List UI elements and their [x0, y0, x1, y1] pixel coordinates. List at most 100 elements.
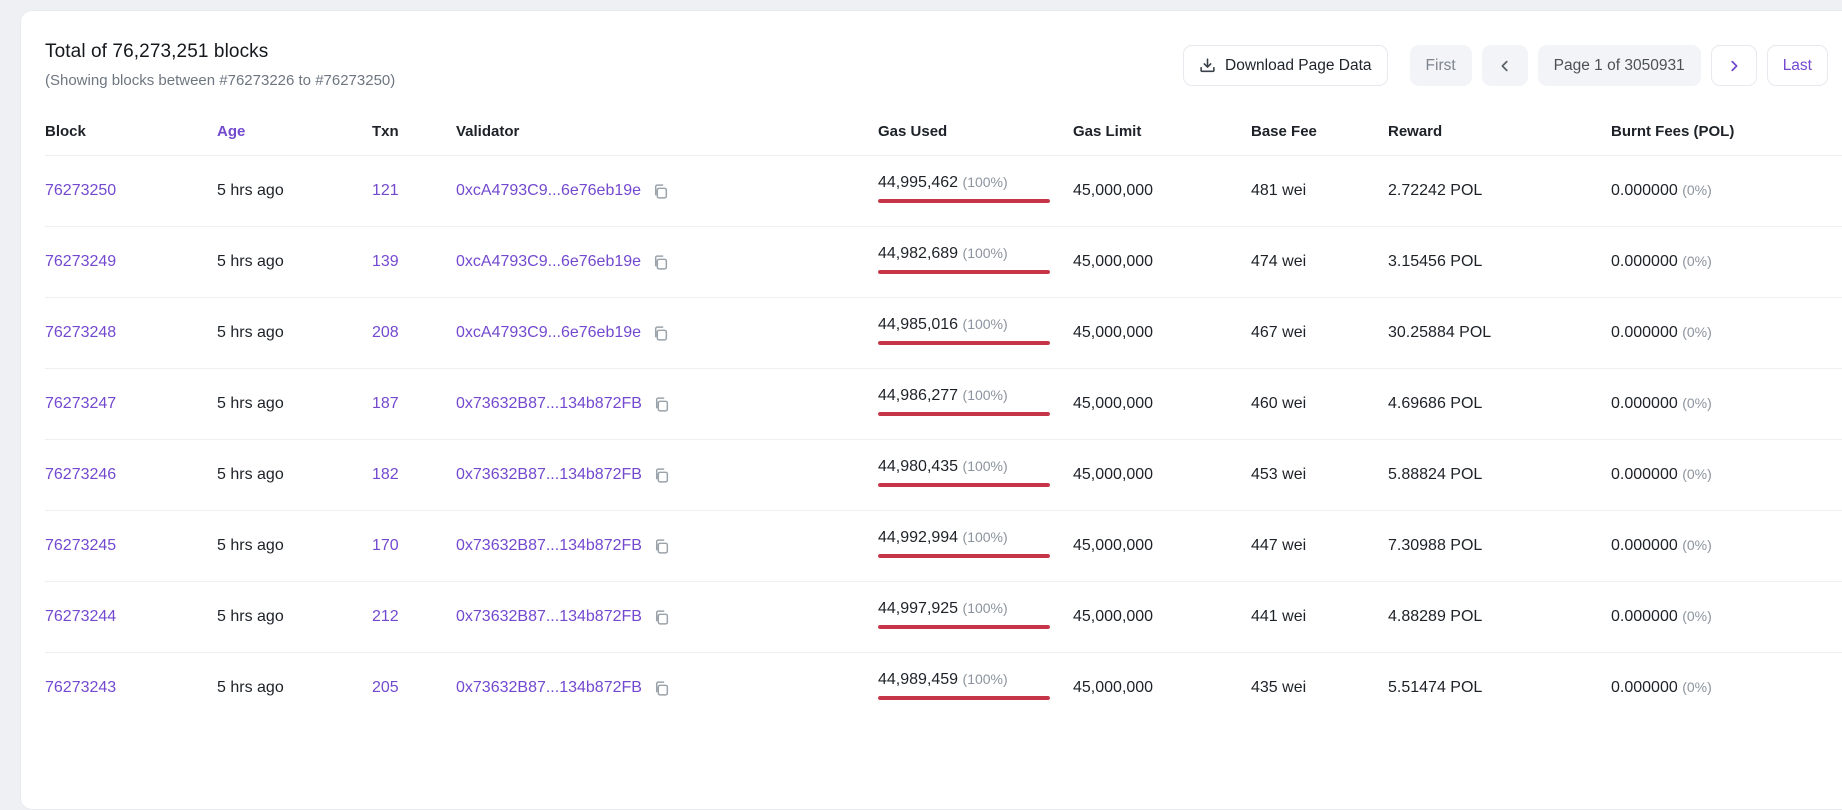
block-number-link[interactable]: 76273247 — [45, 395, 117, 412]
gas-limit-value: 45,000,000 — [1073, 253, 1154, 270]
table-row: 76273250 5 hrs ago 121 0xcA4793C9...6e76… — [45, 155, 1842, 227]
block-age: 5 hrs ago — [217, 537, 284, 554]
table-row: 76273245 5 hrs ago 170 0x73632B87...134b… — [45, 510, 1842, 582]
copy-icon[interactable] — [653, 680, 670, 697]
blocks-table: Block Age Txn Validator Gas Used Gas Lim… — [45, 109, 1842, 724]
previous-page-button[interactable] — [1481, 45, 1528, 86]
gas-used-percent: (100%) — [962, 316, 1008, 332]
base-fee-value: 441 wei — [1251, 608, 1307, 625]
validator-address-link[interactable]: 0x73632B87...134b872FB — [456, 537, 642, 554]
pagination-toolbar: Download Page Data First Page 1 of 30509… — [1183, 45, 1828, 86]
column-header-age[interactable]: Age — [217, 123, 246, 140]
burnt-fees-value: 0.000000 — [1611, 608, 1678, 625]
copy-icon[interactable] — [653, 467, 670, 484]
burnt-fees-percent: (0%) — [1682, 537, 1712, 553]
block-number-link[interactable]: 76273246 — [45, 466, 117, 483]
burnt-fees-percent: (0%) — [1682, 182, 1712, 198]
burnt-fees-percent: (0%) — [1682, 324, 1712, 340]
txn-count-link[interactable]: 182 — [372, 466, 399, 483]
column-header-gas-limit: Gas Limit — [1073, 123, 1142, 140]
reward-value: 30.25884 POL — [1388, 324, 1492, 341]
burnt-fees-percent: (0%) — [1682, 679, 1712, 696]
gas-used-cell: 44,980,435 (100%) — [878, 458, 1050, 487]
block-number-link[interactable]: 76273244 — [45, 608, 117, 625]
gas-used-bar — [878, 412, 1050, 416]
table-row: 76273247 5 hrs ago 187 0x73632B87...134b… — [45, 368, 1842, 440]
gas-used-value: 44,985,016 — [878, 316, 959, 333]
burnt-fees-value: 0.000000 — [1611, 182, 1678, 199]
copy-icon[interactable] — [653, 609, 670, 626]
txn-count-link[interactable]: 205 — [372, 679, 399, 697]
blocks-card: Total of 76,273,251 blocks (Showing bloc… — [20, 10, 1842, 810]
copy-icon[interactable] — [653, 396, 670, 413]
reward-value: 4.88289 POL — [1388, 608, 1483, 625]
column-header-validator: Validator — [456, 123, 520, 140]
burnt-fees-value: 0.000000 — [1611, 466, 1678, 483]
gas-used-percent: (100%) — [962, 600, 1008, 616]
gas-used-value: 44,995,462 — [878, 174, 959, 191]
column-header-reward: Reward — [1388, 123, 1443, 140]
gas-limit-value: 45,000,000 — [1073, 324, 1154, 341]
txn-count-link[interactable]: 187 — [372, 395, 399, 412]
column-header-burnt-fees: Burnt Fees (POL) — [1611, 123, 1735, 140]
reward-value: 5.88824 POL — [1388, 466, 1483, 483]
txn-count-link[interactable]: 170 — [372, 537, 399, 554]
gas-limit-value: 45,000,000 — [1073, 679, 1154, 697]
burnt-fees-percent: (0%) — [1682, 253, 1712, 269]
base-fee-value: 453 wei — [1251, 466, 1307, 483]
burnt-fees-value: 0.000000 — [1611, 324, 1678, 341]
gas-used-bar — [878, 199, 1050, 203]
txn-count-link[interactable]: 208 — [372, 324, 399, 341]
first-label: First — [1425, 56, 1456, 74]
block-age: 5 hrs ago — [217, 324, 284, 341]
validator-address-link[interactable]: 0x73632B87...134b872FB — [456, 395, 642, 412]
gas-used-value: 44,997,925 — [878, 600, 959, 617]
block-number-link[interactable]: 76273245 — [45, 537, 117, 554]
txn-count-link[interactable]: 139 — [372, 253, 399, 270]
gas-used-cell: 44,992,994 (100%) — [878, 529, 1050, 558]
last-page-button[interactable]: Last — [1766, 45, 1828, 86]
gas-used-cell: 44,997,925 (100%) — [878, 600, 1050, 629]
validator-address-link[interactable]: 0xcA4793C9...6e76eb19e — [456, 182, 642, 199]
copy-icon[interactable] — [653, 538, 670, 555]
block-number-link[interactable]: 76273243 — [45, 679, 117, 697]
validator-address-link[interactable]: 0xcA4793C9...6e76eb19e — [456, 253, 642, 270]
gas-used-cell: 44,989,459 (100%) — [878, 671, 1050, 701]
gas-used-percent: (100%) — [962, 245, 1008, 261]
validator-address-link[interactable]: 0x73632B87...134b872FB — [456, 608, 642, 625]
copy-icon[interactable] — [652, 183, 669, 200]
gas-limit-value: 45,000,000 — [1073, 182, 1154, 199]
table-row: 76273246 5 hrs ago 182 0x73632B87...134b… — [45, 439, 1842, 511]
reward-value: 4.69686 POL — [1388, 395, 1483, 412]
first-page-button[interactable]: First — [1409, 45, 1472, 86]
gas-used-percent: (100%) — [962, 529, 1008, 545]
gas-used-bar — [878, 696, 1050, 701]
block-number-link[interactable]: 76273249 — [45, 253, 117, 270]
txn-count-link[interactable]: 212 — [372, 608, 399, 625]
copy-icon[interactable] — [652, 254, 669, 271]
column-header-block: Block — [45, 123, 86, 140]
base-fee-value: 435 wei — [1251, 679, 1307, 697]
gas-used-cell: 44,995,462 (100%) — [878, 174, 1050, 203]
validator-address-link[interactable]: 0x73632B87...134b872FB — [456, 466, 642, 483]
gas-used-cell: 44,982,689 (100%) — [878, 245, 1050, 274]
block-number-link[interactable]: 76273250 — [45, 182, 117, 199]
gas-used-bar — [878, 625, 1050, 629]
txn-count-link[interactable]: 121 — [372, 182, 399, 199]
page-indicator: Page 1 of 3050931 — [1537, 45, 1701, 86]
page-indicator-label: Page 1 of 3050931 — [1553, 56, 1685, 74]
base-fee-value: 447 wei — [1251, 537, 1307, 554]
validator-address-link[interactable]: 0xcA4793C9...6e76eb19e — [456, 324, 642, 341]
gas-used-bar — [878, 483, 1050, 487]
next-page-button[interactable] — [1710, 45, 1757, 86]
base-fee-value: 460 wei — [1251, 395, 1307, 412]
reward-value: 3.15456 POL — [1388, 253, 1483, 270]
download-page-data-button[interactable]: Download Page Data — [1183, 45, 1388, 86]
gas-used-value: 44,989,459 — [878, 671, 959, 689]
block-number-link[interactable]: 76273248 — [45, 324, 117, 341]
validator-address-link[interactable]: 0x73632B87...134b872FB — [456, 679, 642, 697]
base-fee-value: 467 wei — [1251, 324, 1307, 341]
copy-icon[interactable] — [652, 325, 669, 342]
gas-limit-value: 45,000,000 — [1073, 537, 1154, 554]
gas-used-percent: (100%) — [962, 387, 1008, 403]
